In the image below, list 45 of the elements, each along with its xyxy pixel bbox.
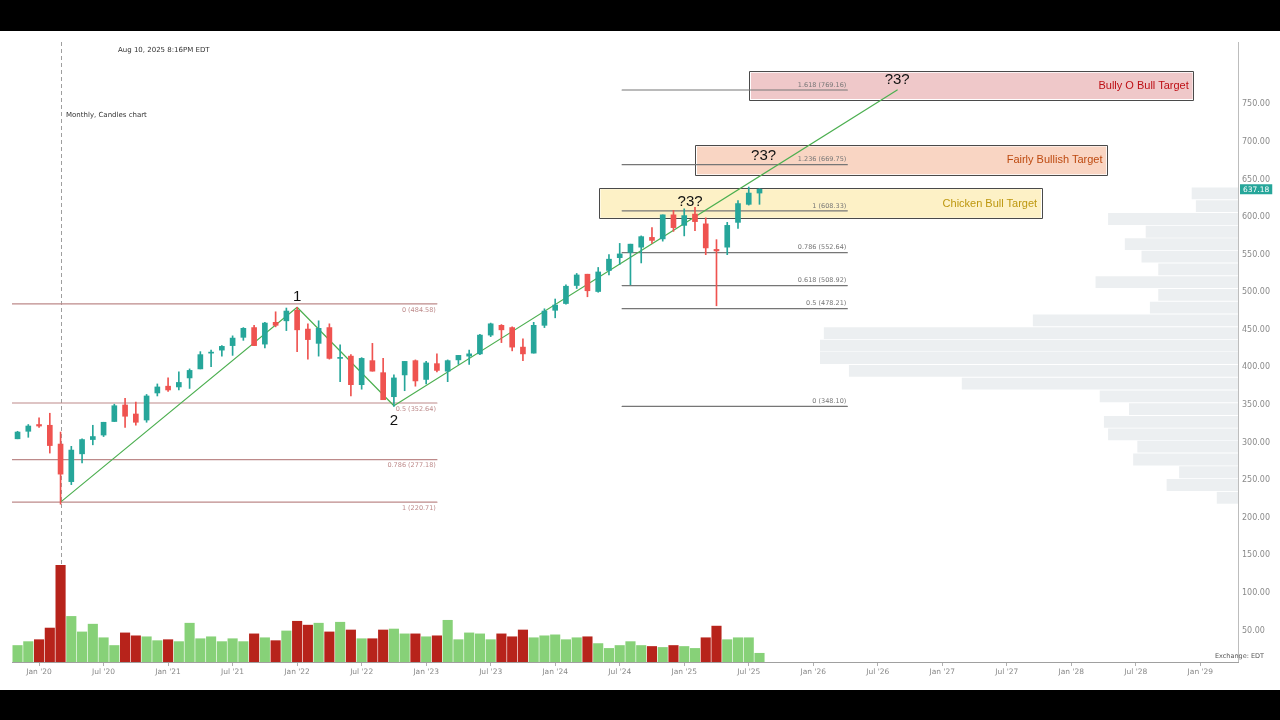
bar [421, 636, 432, 662]
bar [410, 633, 421, 662]
bar [249, 633, 260, 662]
annotation: ?3? [677, 191, 703, 209]
bar [163, 639, 174, 662]
bar [270, 640, 281, 662]
bar [646, 646, 658, 662]
annotation: 2 [389, 410, 399, 428]
bar [259, 637, 270, 662]
bar [668, 645, 679, 662]
annotation: ?3? [884, 69, 910, 87]
y-tick-label: 750.00 [1242, 99, 1270, 109]
y-tick-label: 450.00 [1242, 324, 1270, 334]
y-tick-label: 150.00 [1242, 550, 1270, 560]
annotation: 1 [292, 287, 302, 305]
annotation: Bully O Bull Target [1098, 78, 1189, 91]
bar [335, 621, 346, 662]
annotation: Chicken Bull Target [942, 196, 1038, 209]
y-tick-label: 550.00 [1242, 249, 1270, 259]
y-tick-label: 600.00 [1242, 212, 1270, 222]
y-tick-label: 300.00 [1242, 437, 1270, 447]
y-tick-label: 350.00 [1242, 400, 1270, 410]
candlestick [649, 227, 655, 244]
bar [324, 631, 335, 662]
bar [281, 630, 292, 662]
bar [431, 635, 442, 662]
bar [345, 629, 356, 662]
bar [657, 647, 668, 662]
y-tick-label: 250.00 [1242, 475, 1270, 485]
bar [582, 636, 593, 662]
annotation: Fairly Bullish Target [1006, 153, 1103, 166]
y-tick-label: 400.00 [1242, 362, 1270, 372]
y-tick-label: 50.00 [1242, 625, 1265, 635]
bar [313, 622, 324, 662]
candlestick [36, 417, 42, 428]
bar [356, 638, 367, 662]
y-tick-label: 650.00 [1242, 174, 1270, 184]
candlestick [337, 344, 343, 383]
y-tick-label: 700.00 [1242, 137, 1270, 147]
annotation: ?3? [751, 145, 777, 163]
candlestick [616, 243, 623, 265]
y-tick-label: 500.00 [1242, 287, 1270, 297]
candlestick [89, 424, 96, 446]
y-tick-label: 200.00 [1242, 512, 1270, 522]
y-tick-label: 100.00 [1242, 587, 1270, 597]
